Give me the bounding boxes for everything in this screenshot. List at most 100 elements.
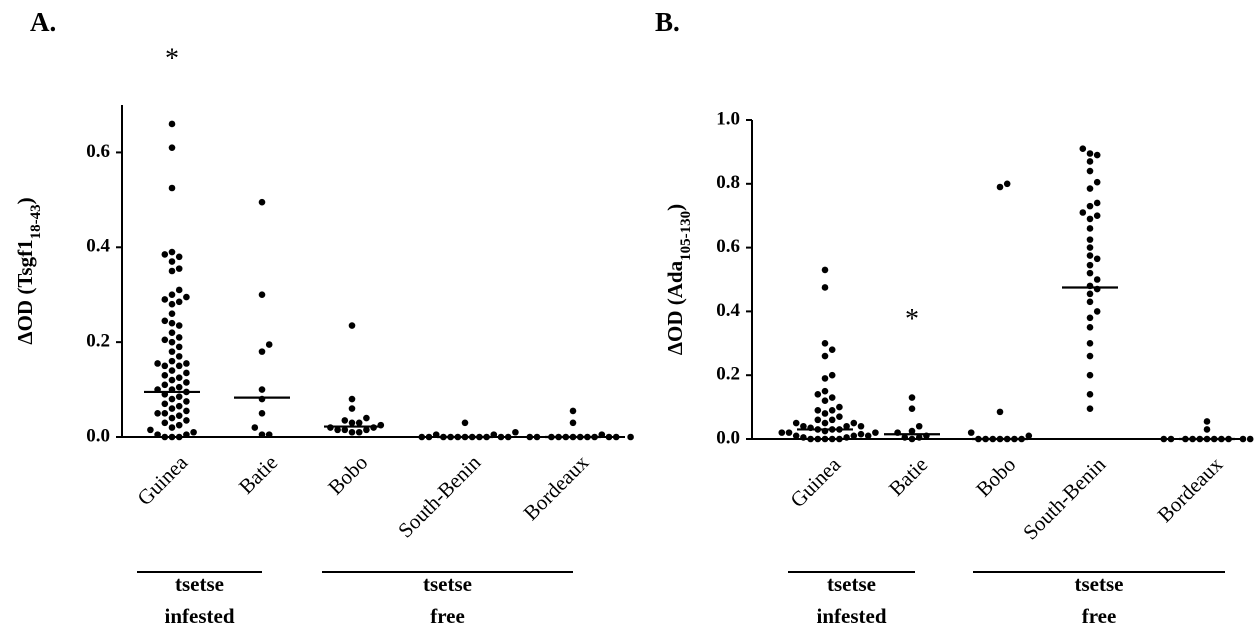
data-point: [348, 395, 356, 403]
data-point: [864, 432, 872, 440]
data-point: [821, 352, 829, 360]
data-point: [533, 433, 541, 441]
data-point: [161, 381, 169, 389]
data-point: [569, 419, 577, 427]
y-axis-label: ΔOD (Tsgf118-43): [13, 197, 44, 344]
data-point: [175, 353, 183, 360]
data-point: [175, 393, 183, 400]
data-point: [828, 416, 836, 424]
data-point: [161, 409, 169, 417]
data-point: [183, 379, 190, 386]
data-point: [175, 374, 183, 382]
group-label: tsetse: [423, 572, 472, 596]
data-point: [183, 417, 190, 424]
data-point: [1093, 199, 1101, 207]
data-point: [627, 433, 634, 441]
annotation: *: [165, 44, 179, 75]
data-point: [504, 433, 512, 441]
data-point: [908, 435, 916, 443]
data-point: [915, 422, 923, 430]
y-tick-label: 0.0: [716, 427, 740, 448]
data-point: [175, 362, 183, 370]
data-point: [1086, 391, 1094, 398]
data-point: [1086, 290, 1094, 298]
data-point: [800, 422, 807, 430]
group-label: tsetse: [827, 572, 876, 596]
y-tick-label: 0.0: [86, 425, 110, 446]
data-point: [175, 402, 183, 410]
data-point: [348, 419, 356, 427]
data-point: [183, 431, 190, 438]
data-point: [1086, 269, 1094, 277]
data-point: [418, 433, 426, 441]
data-point: [1167, 435, 1175, 443]
data-point: [355, 428, 363, 436]
data-point: [161, 296, 169, 303]
data-point: [168, 357, 176, 365]
data-point: [1203, 426, 1211, 433]
x-tick-label: Batie: [234, 450, 282, 498]
data-point: [363, 426, 370, 434]
data-point: [168, 348, 176, 355]
data-point: [1003, 180, 1011, 188]
group-label: infested: [817, 604, 887, 628]
data-point: [814, 416, 822, 424]
data-point: [1093, 178, 1101, 186]
data-point: [908, 405, 916, 412]
data-point: [821, 435, 829, 443]
data-point: [168, 248, 176, 256]
data-point: [175, 265, 183, 272]
data-point: [355, 419, 363, 427]
data-point: [1086, 352, 1094, 360]
data-point: [996, 183, 1004, 191]
data-point: [778, 429, 786, 436]
data-point: [258, 409, 266, 417]
data-point: [1086, 405, 1094, 412]
group-label: infested: [165, 604, 235, 628]
y-tick-label: 1.0: [716, 108, 740, 129]
data-point: [605, 433, 613, 441]
data-point: [996, 408, 1004, 416]
data-point: [1093, 151, 1101, 159]
data-point: [792, 419, 800, 427]
data-point: [168, 395, 176, 403]
data-point: [175, 298, 183, 306]
x-tick-label: Bobo: [971, 452, 1020, 501]
data-point: [161, 317, 169, 325]
data-point: [168, 144, 176, 151]
data-point: [828, 435, 836, 443]
y-tick-label: 0.2: [86, 331, 110, 352]
data-point: [901, 434, 909, 441]
data-point: [836, 435, 843, 443]
data-point: [821, 375, 829, 382]
data-point: [168, 267, 176, 275]
group-label: free: [1082, 604, 1117, 628]
x-tick-label: South-Benin: [1018, 452, 1110, 544]
data-point: [168, 376, 176, 384]
data-point: [850, 419, 858, 427]
data-point: [821, 397, 829, 405]
group-label: free: [430, 604, 465, 628]
data-point: [857, 430, 865, 438]
x-tick-label: South-Benin: [393, 450, 485, 542]
data-point: [814, 391, 822, 398]
data-point: [341, 426, 349, 434]
annotation: *: [905, 304, 919, 335]
panel-label: B.: [655, 7, 680, 37]
data-point: [828, 406, 836, 414]
data-point: [168, 258, 176, 265]
data-point: [828, 371, 836, 379]
data-point: [258, 431, 266, 438]
y-axis-label: ΔOD (Ada105-130): [663, 204, 694, 355]
data-point: [168, 405, 176, 412]
data-point: [843, 422, 850, 430]
data-point: [183, 293, 190, 301]
data-point: [251, 424, 259, 431]
data-point: [967, 429, 975, 436]
y-tick-label: 0.4: [86, 236, 110, 257]
data-point: [265, 431, 273, 438]
group-label: tsetse: [175, 572, 224, 596]
data-point: [814, 435, 822, 443]
data-point: [872, 429, 879, 436]
data-point: [461, 419, 469, 427]
